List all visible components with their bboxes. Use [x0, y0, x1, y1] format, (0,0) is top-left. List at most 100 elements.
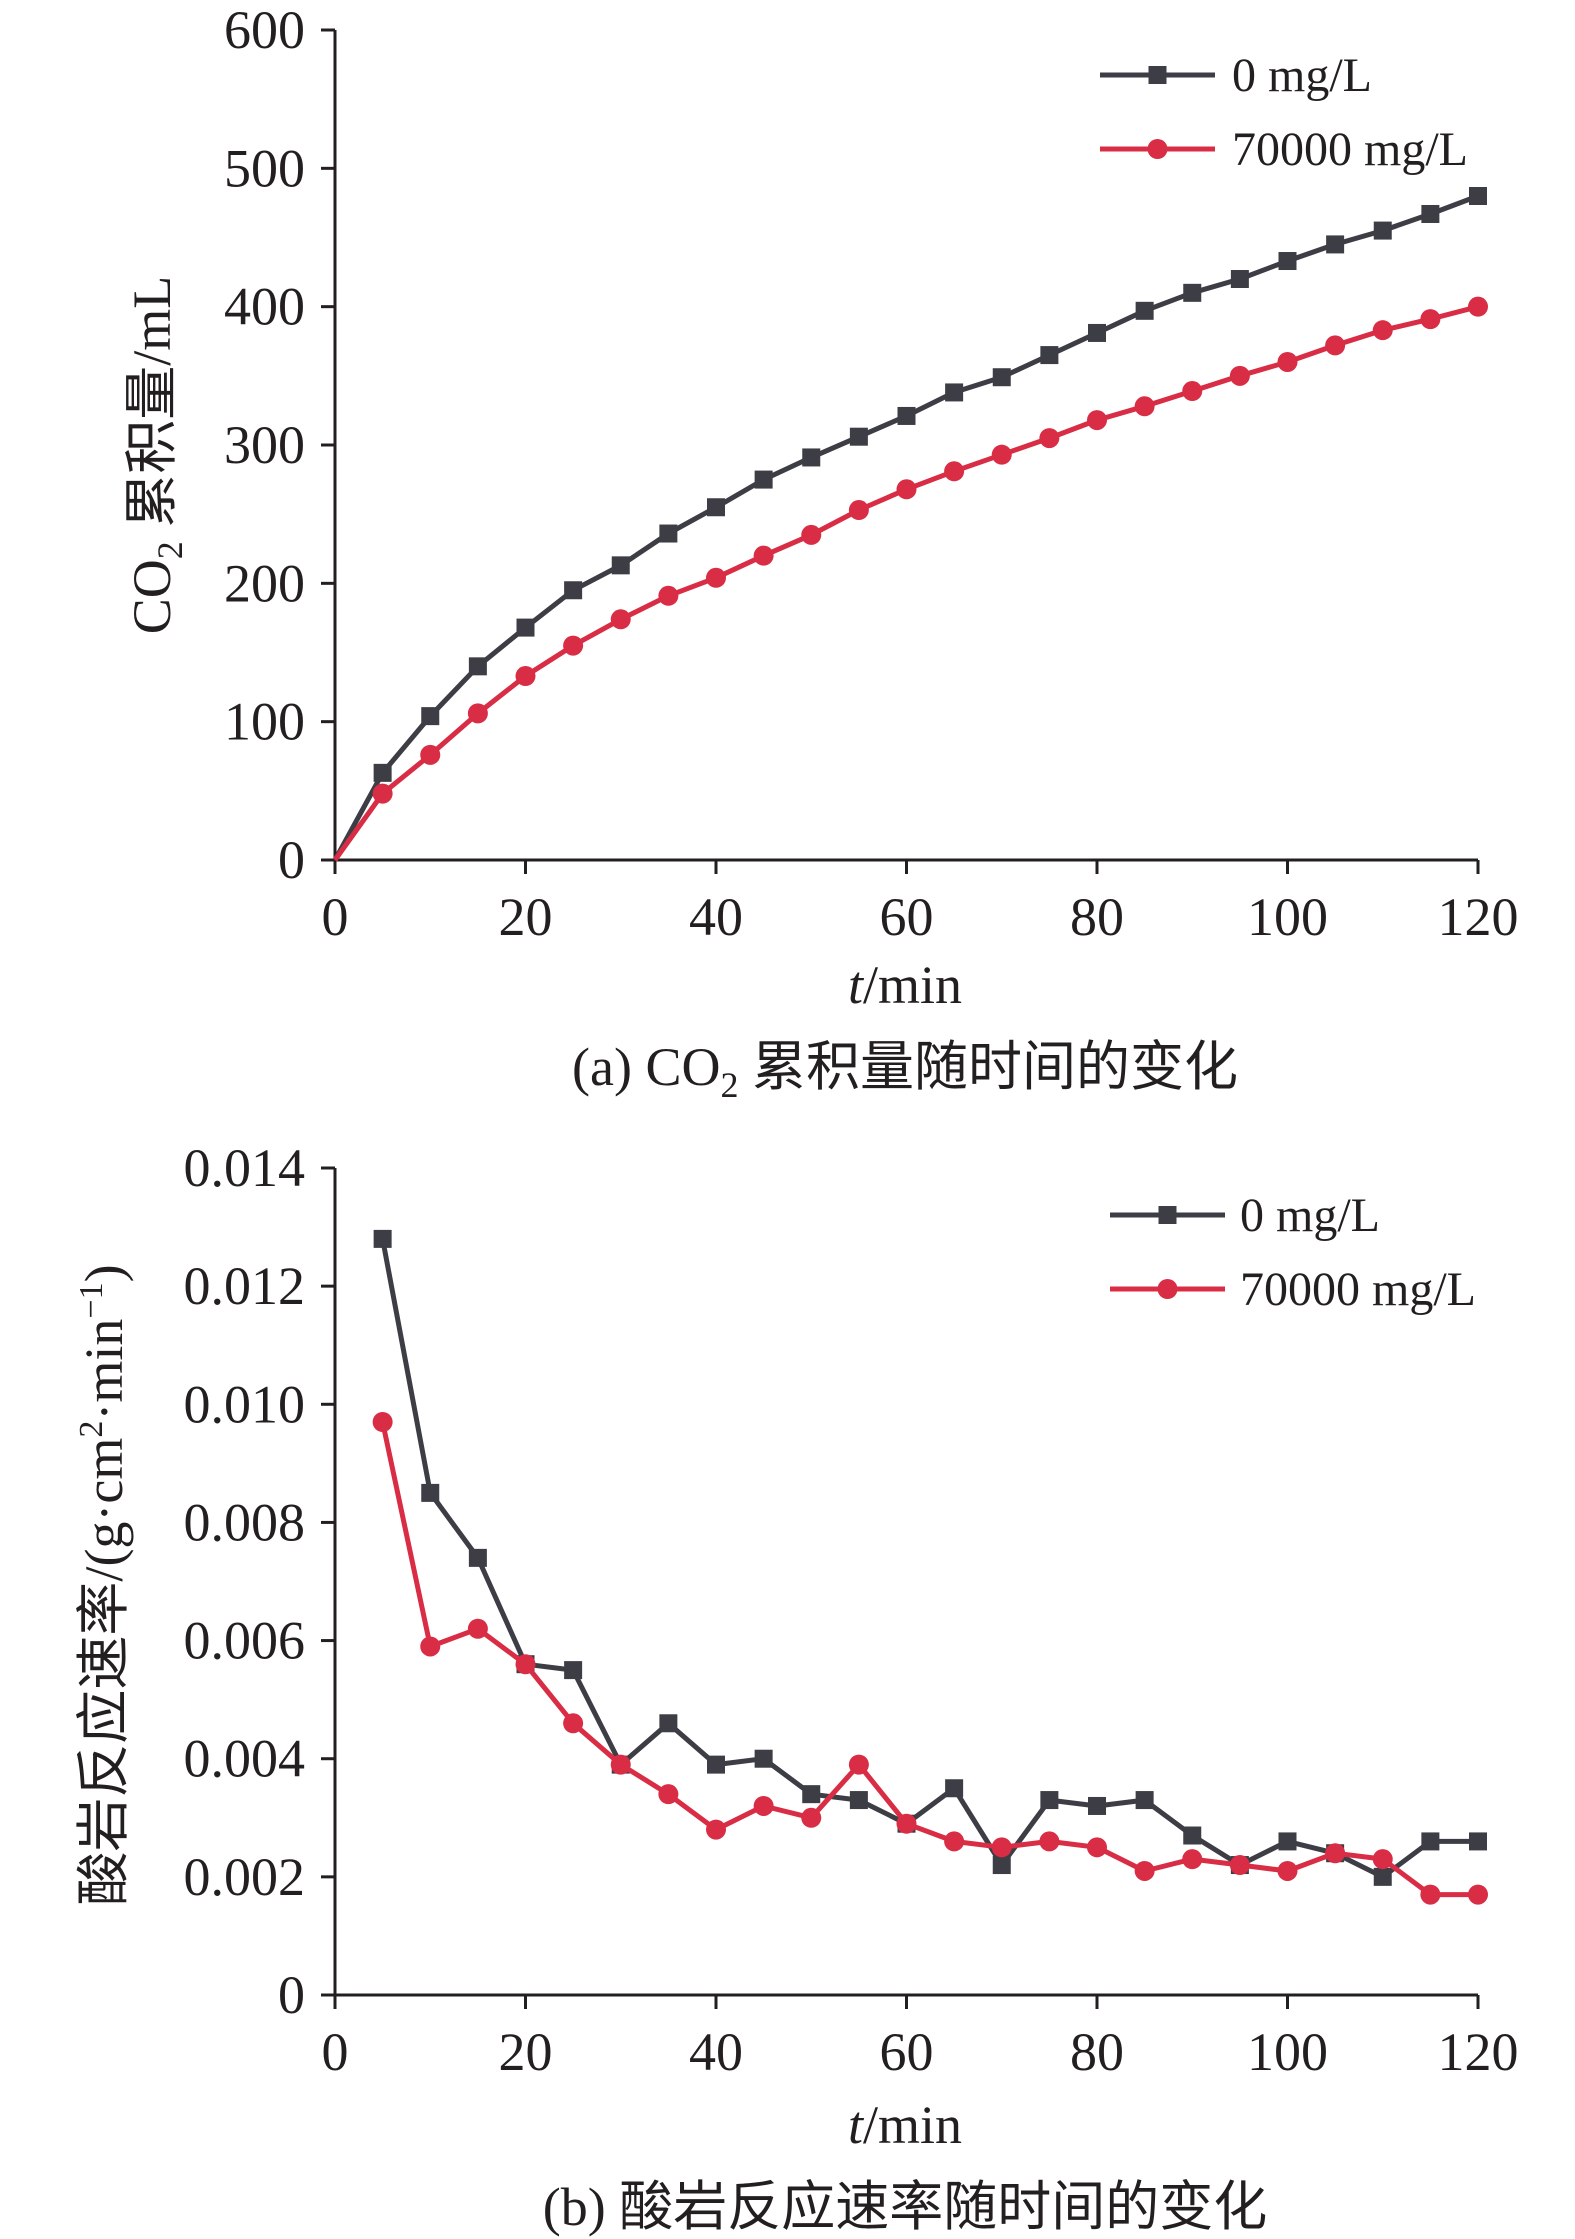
- chart-b-series-1-point: [1372, 1849, 1393, 1870]
- chart-a-y-tick-label: 0: [278, 830, 305, 890]
- chart-b-series-0-point: [659, 1714, 678, 1733]
- chart-a-series-1-point: [991, 444, 1012, 465]
- chart-b-x-tick-label: 40: [689, 2022, 743, 2082]
- chart-b-series-1-point: [1087, 1837, 1107, 1858]
- chart-b-legend-item: 0 mg/L: [1110, 1189, 1380, 1242]
- chart-a-series-1-point: [848, 500, 869, 521]
- chart-a-legend-item: 70000 mg/L: [1100, 123, 1468, 176]
- chart-b-series-0-point: [1373, 1867, 1392, 1886]
- chart-a-y-tick-label: 100: [224, 692, 305, 752]
- chart-b-series-1-point: [991, 1837, 1012, 1858]
- chart-a-x-tick-label: 40: [689, 887, 743, 947]
- chart-a-series-0-point: [564, 581, 583, 600]
- chart-a-x-tick-label: 80: [1070, 887, 1124, 947]
- chart-a-y-tick-label: 200: [224, 553, 305, 613]
- chart-a-series-0-point: [754, 470, 773, 489]
- chart-b-series-1-point: [563, 1713, 584, 1734]
- chart-a-legend-label: 70000 mg/L: [1232, 123, 1468, 176]
- chart-b-series-0-point: [373, 1229, 392, 1248]
- chart-a-series-1-point: [372, 783, 393, 804]
- chart-a-y-tick-label: 300: [224, 415, 305, 475]
- chart-b-series-1-point: [1468, 1884, 1488, 1905]
- chart-b-series-1-point: [1420, 1884, 1441, 1905]
- chart-b-series-0-point: [992, 1856, 1011, 1875]
- chart-b-x-axis-label: t/min: [848, 2095, 962, 2155]
- chart-b-y-axis-label: 酸岩反应速率/(g·cm2·min−1): [73, 1264, 134, 1905]
- chart-b-series-0-point: [1278, 1832, 1297, 1851]
- chart-a-series-0-point: [897, 406, 916, 425]
- chart-b-x-tick-label: 0: [322, 2022, 349, 2082]
- chart-b-series-0-point: [1135, 1791, 1154, 1810]
- chart-a-series-0-point: [421, 707, 440, 726]
- chart-a-series-1-point: [753, 545, 774, 566]
- chart-b-series-0-point: [945, 1779, 964, 1798]
- chart-a-series-0-point: [1040, 346, 1059, 365]
- chart-a-legend-marker: [1147, 139, 1168, 159]
- chart-a-series-1-point: [1182, 381, 1203, 402]
- chart-a-legend-item: 0 mg/L: [1100, 49, 1372, 102]
- chart-b-plot: 0 20 40 60 80 100 120 0 0.002 0.004 0.006 0.008 0.01…: [184, 1138, 1519, 2082]
- chart-a-series-0-point: [373, 763, 392, 782]
- chart-a-series-1-point: [706, 567, 726, 588]
- chart-b-series-1-line: [380, 1421, 1478, 1898]
- chart-b-series-0-point: [1183, 1826, 1202, 1845]
- chart-b-series-1-point: [515, 1654, 536, 1675]
- chart-a-series-1-point: [944, 461, 965, 482]
- chart-a-series-1-point: [420, 744, 441, 765]
- chart-a-series-0-point: [1373, 221, 1392, 240]
- chart-b-series-1-point: [1229, 1855, 1250, 1876]
- chart-a-series-1-point: [1468, 296, 1488, 317]
- chart-b-series-0-line: [380, 1238, 1478, 1880]
- chart-b-legend-label: 0 mg/L: [1240, 1189, 1380, 1242]
- chart-b-legend-item: 70000 mg/L: [1110, 1263, 1476, 1316]
- chart-a-series-0-line: [332, 193, 1479, 862]
- chart-a-x-tick-label: 60: [880, 887, 934, 947]
- chart-a-series-1-point: [1277, 352, 1298, 372]
- chart-b-series-1-point: [1277, 1860, 1298, 1881]
- chart-b-series-1-point: [753, 1795, 774, 1816]
- chart-a-y-tick-label: 500: [224, 138, 305, 198]
- chart-b-caption: (b) 酸岩反应速率随时间的变化: [543, 2177, 1267, 2237]
- chart-b-x-tick-label: 80: [1070, 2022, 1124, 2082]
- chart-a-series-1-point: [1134, 396, 1155, 417]
- chart-b-series-0-point: [849, 1791, 868, 1810]
- chart-b-y-tick-label: 0.012: [184, 1256, 306, 1316]
- chart-b-y-tick-label: 0.006: [184, 1611, 306, 1671]
- chart-a-series-0-point: [1278, 252, 1297, 271]
- chart-a-legend-marker: [1148, 66, 1167, 84]
- chart-b-y-tick-label: 0.014: [184, 1138, 306, 1198]
- chart-a-series-0-point: [945, 383, 964, 402]
- chart-a-caption: (a) CO2 累积量随时间的变化: [572, 1037, 1238, 1105]
- chart-b-legend-marker: [1158, 1206, 1177, 1224]
- chart-a-series-0-point: [659, 524, 678, 543]
- chart-a-series-1-point: [1325, 335, 1346, 356]
- chart-a-y-axis-label: CO2 累积量/mL: [122, 276, 190, 635]
- chart-a-series-1-point: [1420, 309, 1441, 330]
- chart-a-x-tick-label: 0: [322, 887, 349, 947]
- chart-b-series-1-point: [610, 1754, 631, 1775]
- chart-b-series-0-point: [1421, 1832, 1440, 1851]
- chart-a-legend-label: 0 mg/L: [1232, 49, 1372, 102]
- chart-a-series-1-point: [563, 635, 584, 656]
- chart-a-series-1-point: [610, 609, 631, 630]
- chart-b-series-1-point: [944, 1831, 965, 1852]
- chart-b-series-0-point: [564, 1661, 583, 1680]
- chart-a-series-0-point: [1421, 204, 1440, 223]
- chart-a-x-tick-label: 20: [499, 887, 553, 947]
- chart-b-x-tick-label: 60: [880, 2022, 934, 2082]
- chart-b-y-tick-label: 0.008: [184, 1492, 306, 1552]
- chart-a-series-0-point: [611, 556, 630, 575]
- chart-b-y-tick-label: 0: [278, 1965, 305, 2025]
- chart-b-series-0-point: [421, 1483, 440, 1502]
- chart-b-y-tick-label: 0.004: [184, 1729, 306, 1789]
- chart-a-series-0-point: [849, 427, 868, 446]
- chart-a-series-0-point: [992, 368, 1011, 387]
- chart-a-series-1-line: [332, 304, 1479, 862]
- chart-b-series-1-point: [372, 1412, 393, 1433]
- chart-b-legend-label: 70000 mg/L: [1240, 1263, 1476, 1316]
- chart-b-series-1-point: [1039, 1831, 1060, 1852]
- chart-a-series-1-point: [467, 703, 488, 724]
- chart-b-x-tick-label: 100: [1247, 2022, 1328, 2082]
- chart-a-series-1-point: [896, 479, 917, 500]
